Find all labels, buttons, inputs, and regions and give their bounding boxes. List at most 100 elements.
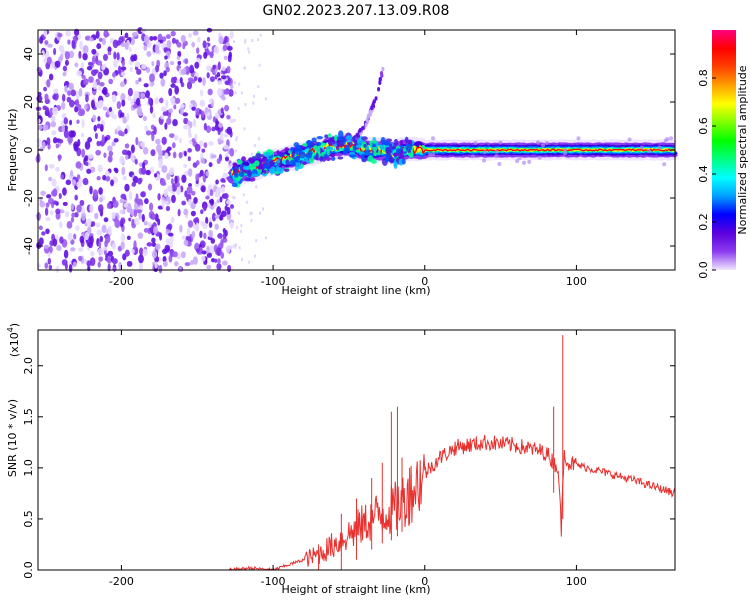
- noise-blob: [65, 30, 72, 37]
- faint-dot: [240, 224, 243, 228]
- arc-blob: [358, 128, 362, 133]
- noise-blob: [168, 167, 175, 176]
- spectrogram-y-ticks: -40 -20 0 20 40: [22, 47, 675, 255]
- noise-blob: [144, 198, 149, 205]
- faint-dot: [233, 196, 236, 200]
- noise-blob: [148, 97, 152, 105]
- noise-blob: [79, 235, 85, 244]
- faint-dot: [258, 63, 261, 67]
- noise-blob: [58, 44, 65, 53]
- noise-blob: [58, 209, 65, 214]
- noise-blob: [103, 32, 110, 37]
- noise-blob: [86, 218, 92, 227]
- noise-blob: [191, 230, 196, 238]
- ridge-blob: [255, 153, 262, 160]
- noise-blob: [127, 87, 133, 97]
- noise-blob: [85, 94, 89, 103]
- noise-blob: [141, 63, 147, 70]
- noise-blob: [183, 163, 188, 168]
- noise-blob: [195, 222, 199, 231]
- noise-blob: [133, 240, 137, 250]
- noise-blob: [158, 264, 163, 274]
- faint-dot: [235, 226, 238, 230]
- side-blob: [541, 143, 546, 148]
- ridge-blob: [337, 156, 344, 160]
- noise-blob: [217, 232, 223, 239]
- snr-y-tick-label: 0.0: [22, 561, 35, 579]
- noise-blob: [130, 144, 135, 154]
- noise-blob: [224, 104, 230, 112]
- noise-blob: [84, 140, 91, 150]
- noise-blob: [124, 42, 129, 50]
- noise-blob: [50, 120, 57, 128]
- noise-blob: [221, 95, 226, 101]
- noise-blob: [173, 104, 177, 110]
- side-blob: [517, 156, 522, 161]
- noise-blob: [192, 30, 199, 36]
- noise-blob: [75, 98, 80, 108]
- noise-blob: [176, 55, 180, 61]
- noise-blob: [64, 51, 70, 60]
- noise-blob: [220, 240, 224, 249]
- noise-blob: [68, 50, 75, 59]
- noise-blob: [94, 212, 99, 220]
- spectrogram-y-tick-label: -40: [22, 237, 35, 255]
- noise-blob: [208, 221, 213, 228]
- noise-blob: [89, 257, 96, 267]
- noise-blob: [207, 88, 213, 96]
- ridge-blob: [404, 136, 409, 144]
- ridge-blob: [295, 155, 300, 163]
- side-blob: [576, 136, 581, 141]
- noise-blob: [149, 105, 154, 114]
- noise-blob: [73, 28, 80, 36]
- ridge-blob: [269, 160, 275, 167]
- noise-blob: [179, 77, 183, 84]
- noise-blob: [205, 216, 209, 225]
- snr-y-ticks: 0.0 0.5 1.0 1.5 2.0: [22, 357, 675, 579]
- noise-blob: [70, 169, 74, 177]
- arc-blob: [361, 126, 365, 131]
- faint-dot: [243, 66, 246, 70]
- noise-blob: [208, 98, 213, 104]
- noise-blob: [112, 71, 116, 78]
- noise-blob: [179, 107, 184, 116]
- noise-blob: [152, 35, 158, 41]
- faint-dot: [237, 211, 240, 215]
- noise-blob: [101, 37, 106, 46]
- noise-blob: [203, 205, 207, 212]
- noise-blob: [205, 171, 210, 177]
- noise-blob: [77, 110, 84, 117]
- noise-blob: [111, 242, 117, 250]
- noise-blob: [74, 194, 79, 201]
- noise-blob: [131, 181, 137, 187]
- arc-blob: [366, 114, 370, 119]
- snr-y-tick-label: 1.0: [22, 459, 35, 477]
- noise-blob: [165, 205, 171, 212]
- faint-dot: [234, 245, 237, 249]
- noise-blob: [42, 124, 49, 131]
- snr-panel: -200 -100 0 100 0.0 0.5 1.0 1.5 2.0 Height of s…: [6, 323, 676, 596]
- noise-blob: [166, 117, 172, 125]
- noise-blob: [170, 76, 176, 84]
- noise-blob: [124, 32, 129, 39]
- noise-blob: [98, 204, 104, 213]
- noise-blob: [187, 220, 194, 228]
- noise-blob: [216, 72, 221, 78]
- noise-blob: [89, 185, 93, 195]
- noise-blob: [64, 59, 69, 66]
- noise-blob: [66, 96, 72, 103]
- noise-blob: [188, 32, 192, 38]
- noise-blob: [150, 149, 156, 157]
- noise-blob: [44, 207, 49, 216]
- noise-blob: [52, 188, 58, 197]
- noise-blob: [43, 28, 48, 37]
- ridge-blob: [302, 161, 307, 165]
- ridge-blob: [361, 136, 368, 141]
- spectrogram-x-tick-label: -100: [261, 275, 286, 288]
- snr-x-tick-label: -100: [261, 575, 286, 588]
- faint-dot: [262, 207, 265, 211]
- noise-blob: [224, 80, 231, 86]
- noise-blob: [210, 154, 217, 159]
- noise-blob: [45, 106, 50, 113]
- faint-dot: [250, 152, 253, 156]
